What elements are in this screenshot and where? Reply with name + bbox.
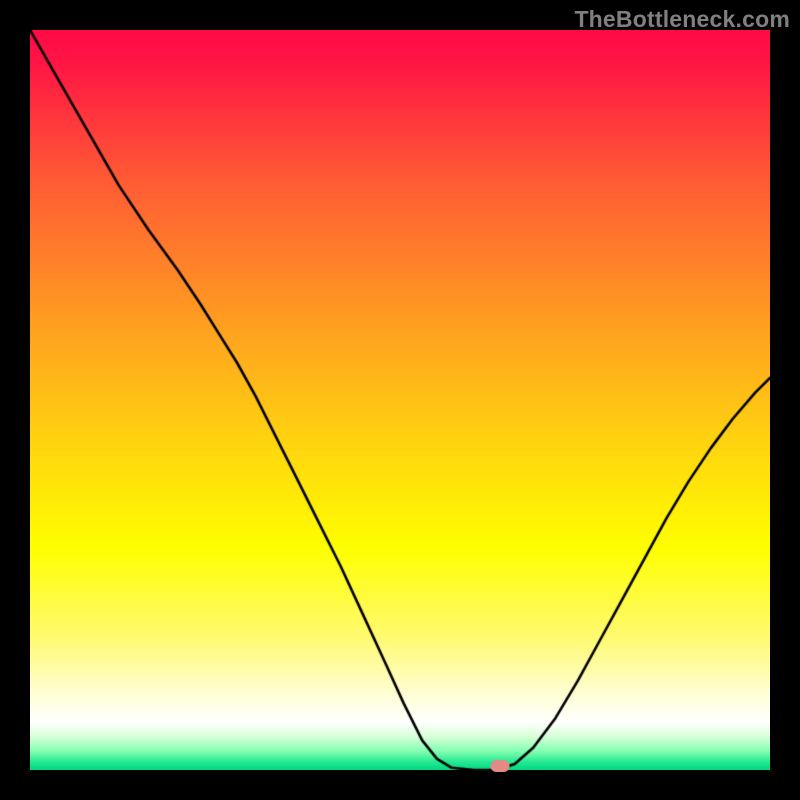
chart-frame: { "watermark": "TheBottleneck.com", "plo…	[0, 0, 800, 800]
watermark-text: TheBottleneck.com	[574, 6, 790, 33]
bottleneck-curve-chart	[30, 30, 770, 770]
optimal-point-marker	[490, 760, 509, 772]
